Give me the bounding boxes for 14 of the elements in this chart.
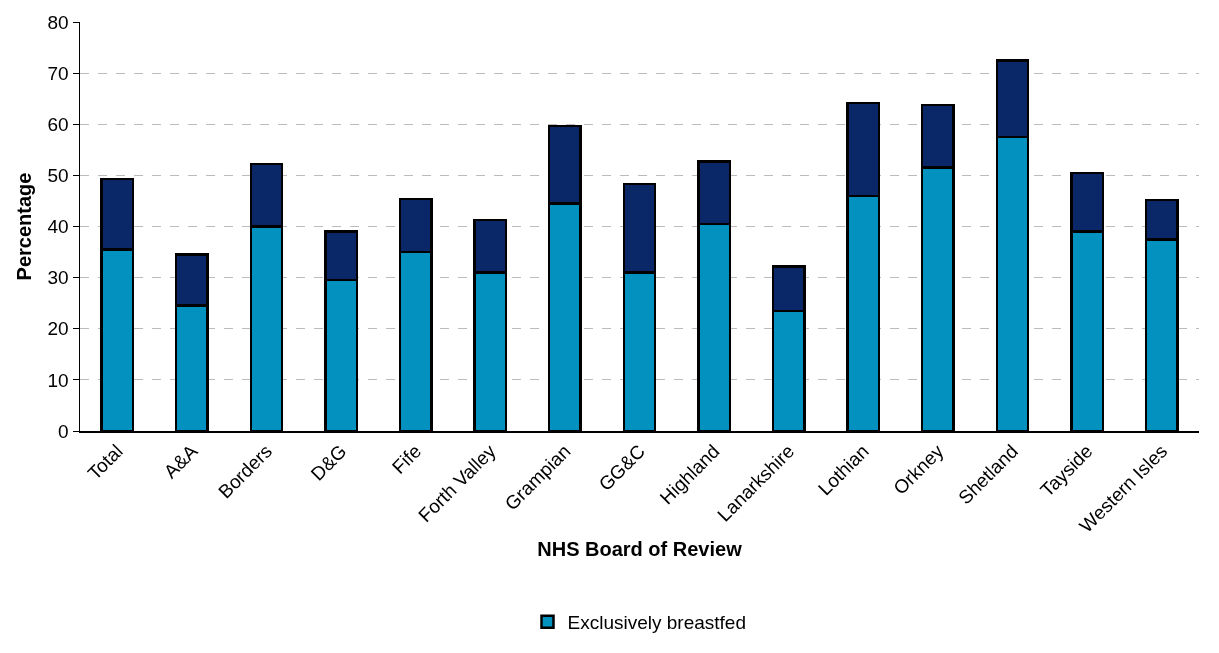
y-tick-label: 40 bbox=[47, 216, 69, 238]
y-tick-label: 20 bbox=[47, 318, 69, 340]
y-tick-label: 0 bbox=[58, 420, 69, 442]
x-tick-label: Fife bbox=[387, 440, 426, 478]
y-tick-label: 80 bbox=[47, 11, 69, 33]
y-tick-label: 10 bbox=[47, 369, 69, 391]
y-tick-label: 30 bbox=[47, 267, 69, 289]
y-tick-label: 50 bbox=[47, 165, 69, 187]
x-axis-title: NHS Board of Review bbox=[537, 537, 743, 560]
x-tick-label: A&A bbox=[159, 440, 202, 483]
y-tick-label: 60 bbox=[47, 113, 69, 135]
legend-label: Exclusively breastfed bbox=[567, 612, 746, 634]
y-axis-title: Percentage bbox=[13, 172, 36, 281]
y-tick-label: 70 bbox=[47, 62, 69, 84]
